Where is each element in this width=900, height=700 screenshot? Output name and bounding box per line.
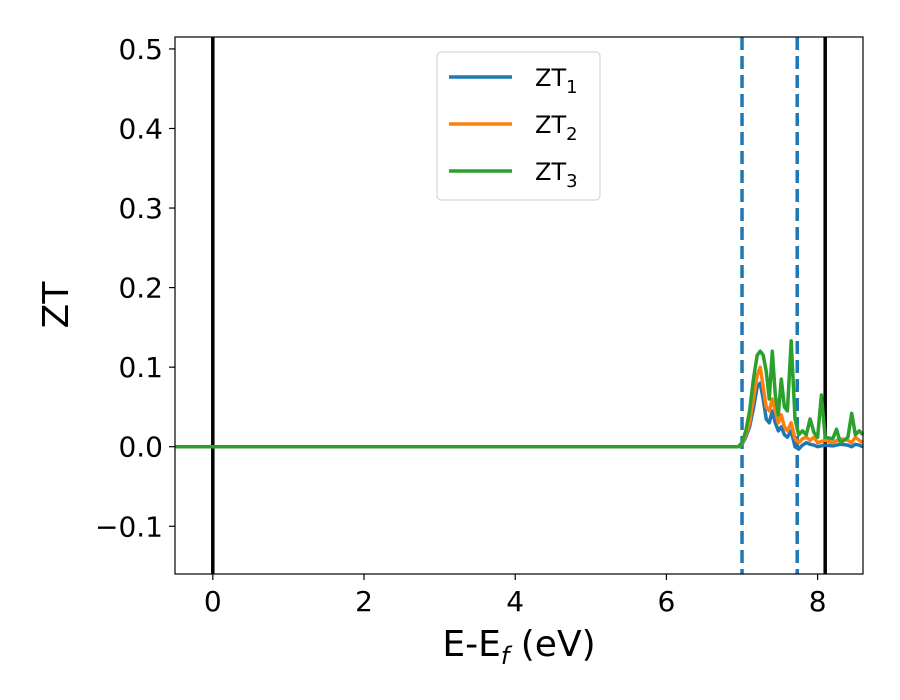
- legend-label-subscript: 1: [566, 77, 577, 98]
- legend-label-zt2: ZT2: [535, 111, 578, 145]
- legend-label-main: ZT: [535, 158, 566, 186]
- plot-frame: [174, 36, 864, 575]
- y-axis-ticks: −0.1 0.0 0.1 0.2 0.3 0.4 0.5: [95, 33, 175, 543]
- legend-label-subscript: 2: [566, 124, 577, 145]
- legend-label-main: ZT: [535, 111, 566, 139]
- x-tick-label: 8: [809, 585, 827, 618]
- x-tick-label: 4: [506, 585, 524, 618]
- y-tick-label: 0.5: [118, 33, 163, 66]
- legend-label-main: ZT: [535, 64, 566, 92]
- x-axis-title-unit: (eV): [509, 624, 595, 665]
- legend-label-zt3: ZT3: [535, 158, 578, 192]
- y-tick-label: 0.3: [118, 192, 163, 225]
- x-axis-title: E-Ef (eV): [442, 624, 595, 670]
- y-tick-label: 0.0: [118, 431, 163, 464]
- y-axis-title: ZT: [36, 281, 77, 329]
- y-tick-label: 0.1: [118, 351, 163, 384]
- series-lines: [175, 339, 865, 451]
- x-axis-ticks: 0 2 4 6 8: [204, 574, 827, 618]
- vertical-markers: [211, 37, 827, 574]
- x-tick-label: 0: [204, 585, 222, 618]
- y-tick-label: −0.1: [95, 510, 163, 543]
- legend-label-subscript: 3: [566, 171, 577, 192]
- series-line-zt3: [175, 339, 865, 449]
- x-tick-label: 2: [355, 585, 373, 618]
- legend-label-zt1: ZT1: [535, 64, 578, 98]
- x-tick-label: 6: [658, 585, 676, 618]
- y-tick-label: 0.4: [118, 112, 163, 145]
- legend-box: [436, 51, 601, 201]
- x-axis-title-main: E-E: [442, 624, 500, 665]
- y-tick-label: 0.2: [118, 272, 163, 305]
